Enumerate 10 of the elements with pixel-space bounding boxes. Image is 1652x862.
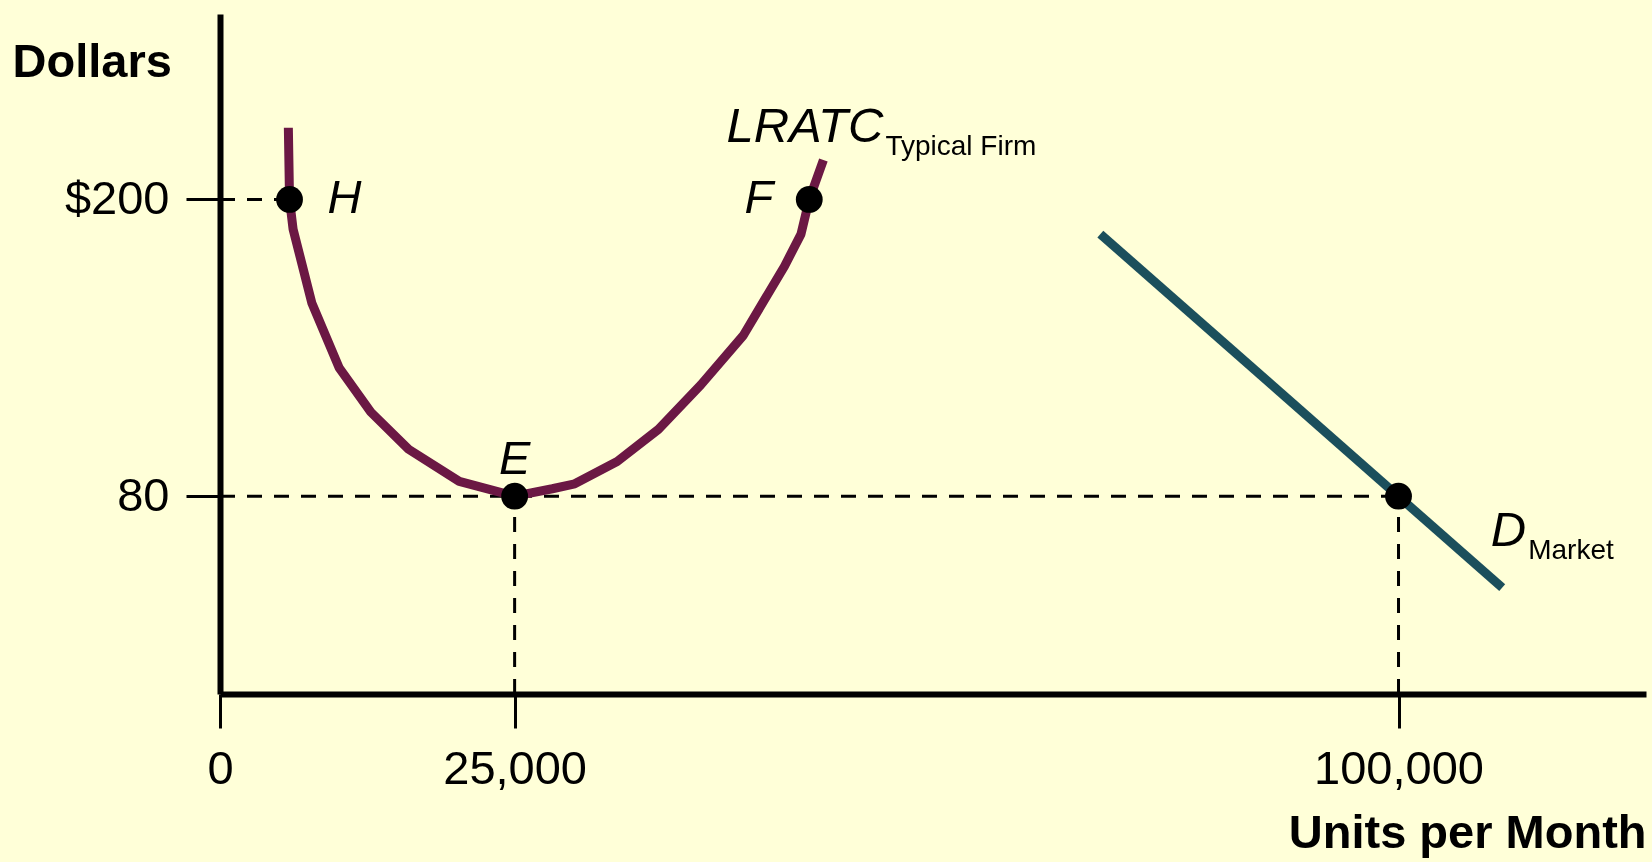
annotation: H <box>327 170 362 224</box>
y-axis-title: Dollars <box>12 33 172 87</box>
annotation: E <box>498 431 531 485</box>
x-tick-label: 100,000 <box>1314 740 1484 794</box>
annotation: F <box>744 170 776 224</box>
y-tick-label: $200 <box>64 170 170 224</box>
x-tick-label: 25,000 <box>443 740 588 794</box>
x-tick-label: 0 <box>207 740 234 794</box>
x-axis-title: Units per Month <box>1288 804 1647 858</box>
y-tick-label: 80 <box>117 467 170 521</box>
